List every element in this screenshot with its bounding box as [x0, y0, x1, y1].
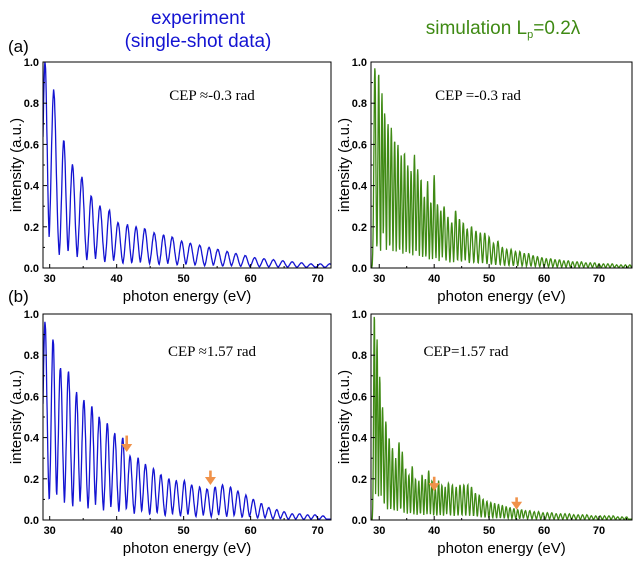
series-line-sim-b [371, 316, 632, 520]
x-tick-label: 30 [44, 525, 56, 537]
y-tick-label: 0.0 [24, 263, 39, 275]
chart-sim-b: 0.0 0.2 0.4 0.6 0.8 1.0 30 40 50 60 70 photon energ… [336, 309, 633, 557]
chart-exp-a: 0.0 0.2 0.4 0.6 0.8 1.0 30 40 50 60 70 photon energ… [8, 37, 332, 305]
y-tick-label: 1.0 [24, 309, 39, 321]
experiment-title: experiment [151, 8, 246, 29]
x-tick-label: 30 [373, 525, 385, 537]
y-tick-label: 0.8 [24, 98, 39, 110]
x-axis-label: photon energy (eV) [437, 288, 565, 305]
x-tick-label: 50 [483, 525, 495, 537]
x-tick-label: 50 [178, 273, 190, 285]
y-tick-label: 0.6 [352, 391, 367, 403]
y-tick-label: 0.2 [24, 474, 39, 486]
x-tick-label: 50 [483, 273, 495, 285]
y-tick-label: 1.0 [24, 57, 39, 69]
y-tick-label: 0.6 [352, 139, 367, 151]
cep-annotation: CEP=1.57 rad [423, 344, 509, 360]
y-tick-label: 0.8 [24, 350, 39, 362]
x-axis-label: photon energy (eV) [437, 540, 565, 557]
arrow-head [204, 476, 216, 485]
x-tick-label: 70 [593, 525, 605, 537]
panel-label: (a) [8, 37, 29, 56]
series-line-exp-a [43, 62, 331, 268]
y-tick-label: 0.4 [24, 433, 40, 445]
orange-arrow-icon [204, 470, 216, 485]
y-axis-label: intensity (a.u.) [8, 370, 25, 464]
panel-label: (b) [8, 287, 29, 306]
y-tick-label: 0.4 [24, 181, 40, 193]
y-axis-label: intensity (a.u.) [8, 118, 25, 212]
simulation-title-sub: p [527, 29, 533, 41]
y-axis-label: intensity (a.u.) [336, 118, 353, 212]
series-line-exp-b [43, 321, 331, 520]
x-tick-label: 70 [593, 273, 605, 285]
y-tick-label: 0.0 [352, 515, 367, 527]
y-tick-label: 0.4 [352, 433, 368, 445]
arrow-head [121, 444, 133, 453]
y-tick-label: 0.6 [24, 391, 39, 403]
x-tick-label: 40 [428, 525, 440, 537]
x-tick-label: 70 [311, 273, 323, 285]
cep-annotation: CEP ≈1.57 rad [168, 344, 257, 360]
y-tick-label: 0.2 [352, 474, 367, 486]
y-tick-label: 1.0 [352, 309, 367, 321]
arrow-head [428, 483, 440, 492]
y-tick-label: 0.8 [352, 98, 367, 110]
series-line-sim-a [371, 68, 632, 268]
y-tick-label: 0.6 [24, 139, 39, 151]
y-tick-label: 0.8 [352, 350, 367, 362]
chart-exp-b: 0.0 0.2 0.4 0.6 0.8 1.0 30 40 50 60 70 photon energ… [8, 287, 332, 557]
panels: 0.0 0.2 0.4 0.6 0.8 1.0 30 40 50 60 70 photon energ… [8, 37, 633, 557]
x-tick-label: 30 [44, 273, 56, 285]
orange-arrow-icon [511, 497, 523, 510]
x-tick-label: 60 [538, 525, 550, 537]
chart-sim-a: 0.0 0.2 0.4 0.6 0.8 1.0 30 40 50 60 70 photon energ… [336, 57, 633, 305]
orange-arrow-icon [428, 476, 440, 492]
arrow-head [511, 501, 523, 510]
experiment-subtitle: (single-shot data) [125, 31, 272, 52]
x-axis-label: photon energy (eV) [123, 540, 251, 557]
x-tick-label: 70 [311, 525, 323, 537]
simulation-title-pre: simulation L [426, 18, 527, 39]
cep-annotation: CEP ≈-0.3 rad [169, 88, 255, 104]
y-axis-label: intensity (a.u.) [336, 370, 353, 464]
x-tick-label: 40 [428, 273, 440, 285]
x-tick-label: 60 [245, 273, 257, 285]
x-tick-label: 60 [538, 273, 550, 285]
y-tick-label: 0.0 [24, 515, 39, 527]
x-tick-label: 50 [178, 525, 190, 537]
x-tick-label: 30 [373, 273, 385, 285]
simulation-title-post: =0.2λ [533, 18, 581, 39]
orange-arrow-icon [121, 435, 133, 453]
y-tick-label: 0.2 [24, 222, 39, 234]
y-tick-label: 0.0 [352, 263, 367, 275]
x-tick-label: 60 [245, 525, 257, 537]
simulation-title: simulation Lp=0.2λ [426, 18, 581, 41]
x-axis-label: photon energy (eV) [123, 288, 251, 305]
x-tick-label: 40 [111, 273, 123, 285]
cep-annotation: CEP =-0.3 rad [435, 88, 521, 104]
x-tick-label: 40 [111, 525, 123, 537]
y-tick-label: 0.2 [352, 222, 367, 234]
y-tick-label: 0.4 [352, 181, 368, 193]
y-tick-label: 1.0 [352, 57, 367, 69]
